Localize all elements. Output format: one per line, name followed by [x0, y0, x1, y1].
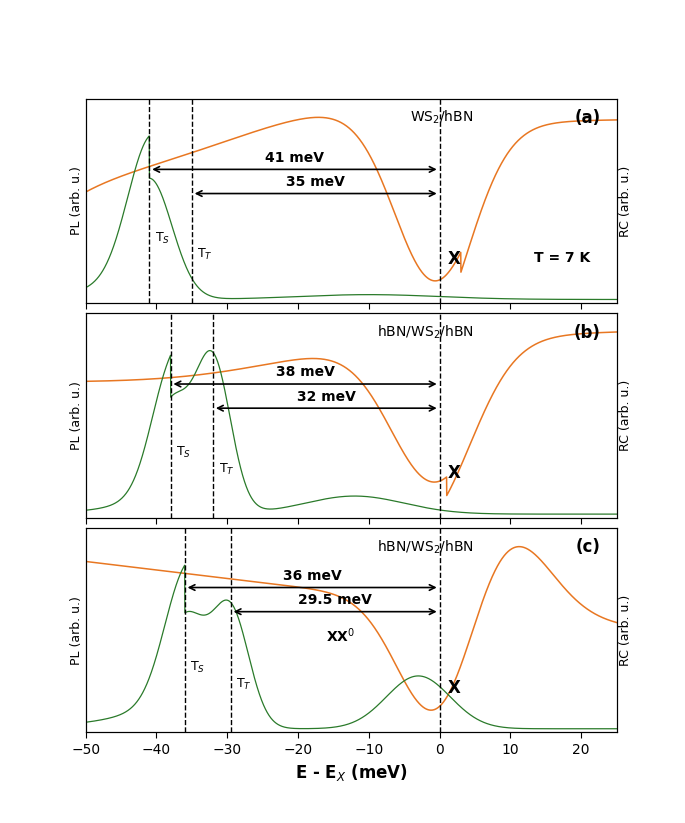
Y-axis label: PL (arb. u.): PL (arb. u.) [70, 381, 83, 450]
Text: (a): (a) [575, 109, 601, 127]
Text: T$_T$: T$_T$ [219, 462, 234, 477]
Text: (c): (c) [575, 538, 601, 556]
Y-axis label: PL (arb. u.): PL (arb. u.) [70, 166, 83, 235]
Text: T$_S$: T$_S$ [155, 230, 170, 246]
Text: 38 meV: 38 meV [275, 365, 334, 379]
Text: (b): (b) [574, 323, 601, 342]
Y-axis label: PL (arb. u.): PL (arb. u.) [70, 596, 83, 665]
Y-axis label: RC (arb. u.): RC (arb. u.) [619, 380, 632, 451]
Text: T$_S$: T$_S$ [176, 445, 191, 460]
Text: T$_T$: T$_T$ [197, 248, 213, 263]
Text: 32 meV: 32 meV [297, 389, 356, 403]
Text: X: X [448, 249, 461, 267]
Y-axis label: RC (arb. u.): RC (arb. u.) [619, 165, 632, 236]
Text: 35 meV: 35 meV [286, 175, 345, 189]
Text: XX$^0$: XX$^0$ [326, 626, 355, 645]
Text: hBN/WS$_2$/hBN: hBN/WS$_2$/hBN [377, 323, 473, 341]
Text: hBN/WS$_2$/hBN: hBN/WS$_2$/hBN [377, 538, 473, 556]
Text: 36 meV: 36 meV [283, 569, 342, 583]
Text: X: X [448, 679, 461, 697]
Text: T$_T$: T$_T$ [236, 677, 252, 691]
Text: X: X [448, 464, 461, 482]
Text: T = 7 K: T = 7 K [534, 251, 590, 265]
Text: 41 meV: 41 meV [265, 151, 324, 165]
Text: T$_S$: T$_S$ [190, 660, 205, 675]
X-axis label: E - E$_X$ (meV): E - E$_X$ (meV) [295, 762, 408, 783]
Text: WS$_2$/hBN: WS$_2$/hBN [410, 109, 473, 127]
Text: 29.5 meV: 29.5 meV [298, 593, 372, 607]
Y-axis label: RC (arb. u.): RC (arb. u.) [619, 595, 632, 666]
